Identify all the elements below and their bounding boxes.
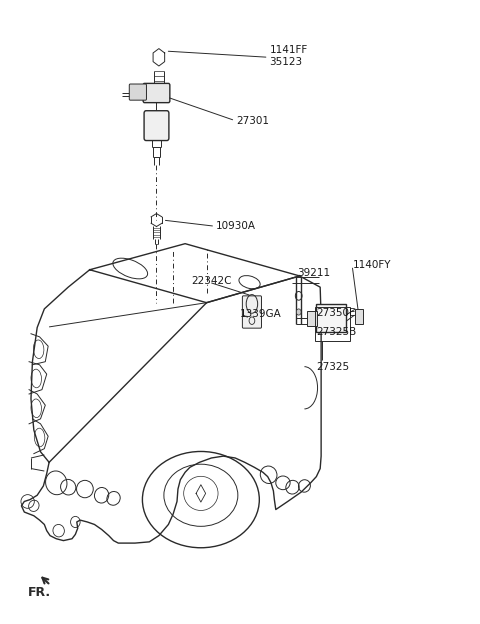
Circle shape xyxy=(296,309,301,315)
Text: 27325B: 27325B xyxy=(316,327,357,337)
Bar xyxy=(355,309,363,324)
FancyBboxPatch shape xyxy=(143,84,170,103)
Text: 10930A: 10930A xyxy=(216,222,256,232)
Text: 22342C: 22342C xyxy=(192,276,232,286)
Bar xyxy=(316,305,346,332)
Text: 1140FY: 1140FY xyxy=(353,260,392,270)
Text: 27301: 27301 xyxy=(237,115,270,125)
Bar xyxy=(315,307,350,341)
Text: 39211: 39211 xyxy=(297,268,330,278)
FancyBboxPatch shape xyxy=(129,84,146,100)
FancyBboxPatch shape xyxy=(144,110,169,140)
Text: 27325: 27325 xyxy=(316,362,349,372)
Text: FR.: FR. xyxy=(28,587,51,599)
Bar xyxy=(307,311,317,326)
FancyBboxPatch shape xyxy=(242,296,262,328)
Text: 1339GA: 1339GA xyxy=(240,309,282,319)
Text: 1141FF
35123: 1141FF 35123 xyxy=(270,46,308,67)
Text: 27350E: 27350E xyxy=(316,308,356,318)
